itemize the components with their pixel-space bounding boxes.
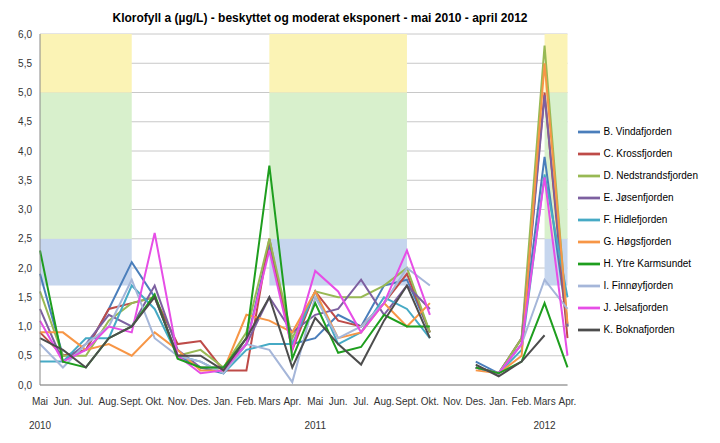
svg-text:6,0: 6,0	[18, 29, 32, 40]
svg-text:2,0: 2,0	[18, 263, 32, 274]
svg-text:1,5: 1,5	[18, 292, 32, 303]
svg-text:Sept.: Sept.	[120, 396, 143, 407]
svg-text:Jul.: Jul.	[78, 396, 94, 407]
svg-text:Mars: Mars	[258, 396, 280, 407]
svg-text:1,0: 1,0	[18, 321, 32, 332]
html-text:Klorofyll a (µg/L) - beskyttet: Klorofyll a (µg/L) - beskyttet og modera…	[112, 11, 528, 25]
html-text:D. Nedstrandsfjorden: D. Nedstrandsfjorden	[603, 169, 698, 181]
svg-text:Okt.: Okt.	[421, 396, 439, 407]
svg-text:Jul.: Jul.	[353, 396, 369, 407]
svg-text:2010: 2010	[29, 420, 52, 431]
svg-text:Jun.: Jun.	[53, 396, 72, 407]
svg-text:4,0: 4,0	[18, 146, 32, 157]
html-text:H. Ytre Karmsundet: H. Ytre Karmsundet	[603, 257, 692, 269]
svg-text:Sept.: Sept.	[395, 396, 418, 407]
svg-text:Aug.: Aug.	[99, 396, 120, 407]
html-text:B. Vindafjorden: B. Vindafjorden	[603, 125, 672, 137]
svg-text:Mai: Mai	[307, 396, 323, 407]
html-text:F. Hidlefjorden: F. Hidlefjorden	[603, 213, 668, 225]
html-text:G. Høgsfjorden: G. Høgsfjorden	[603, 235, 672, 247]
svg-text:Jun.: Jun.	[329, 396, 348, 407]
svg-text:5,5: 5,5	[18, 58, 32, 69]
svg-text:Aug.: Aug.	[374, 396, 395, 407]
svg-text:Feb.: Feb.	[512, 396, 532, 407]
svg-text:Jan.: Jan.	[489, 396, 508, 407]
svg-text:Apr.: Apr.	[283, 396, 301, 407]
svg-text:0,5: 0,5	[18, 350, 32, 361]
html-text:J. Jelsafjorden: J. Jelsafjorden	[603, 301, 668, 313]
svg-text:Mars: Mars	[533, 396, 555, 407]
svg-text:2012: 2012	[533, 420, 556, 431]
svg-text:Nov.: Nov.	[443, 396, 463, 407]
svg-text:Apr.: Apr.	[559, 396, 577, 407]
svg-text:Nov.: Nov.	[168, 396, 188, 407]
html-text:K. Boknafjorden: K. Boknafjorden	[603, 323, 675, 335]
svg-text:3,5: 3,5	[18, 175, 32, 186]
svg-text:Des.: Des.	[190, 396, 211, 407]
html-text:C. Krossfjorden: C. Krossfjorden	[603, 147, 673, 159]
svg-text:Feb.: Feb.	[236, 396, 256, 407]
html-text:E. Jøsenfjorden: E. Jøsenfjorden	[603, 191, 674, 203]
html-text:I. Finnøyfjorden: I. Finnøyfjorden	[603, 279, 673, 291]
svg-text:Mai: Mai	[32, 396, 48, 407]
svg-text:0,0: 0,0	[18, 380, 32, 391]
svg-text:Okt.: Okt.	[146, 396, 164, 407]
svg-text:3,0: 3,0	[18, 204, 32, 215]
svg-text:4,5: 4,5	[18, 116, 32, 127]
svg-text:2,5: 2,5	[18, 233, 32, 244]
svg-text:Des.: Des.	[465, 396, 486, 407]
svg-text:Jan.: Jan.	[214, 396, 233, 407]
svg-text:5,0: 5,0	[18, 87, 32, 98]
svg-text:2011: 2011	[304, 420, 326, 431]
